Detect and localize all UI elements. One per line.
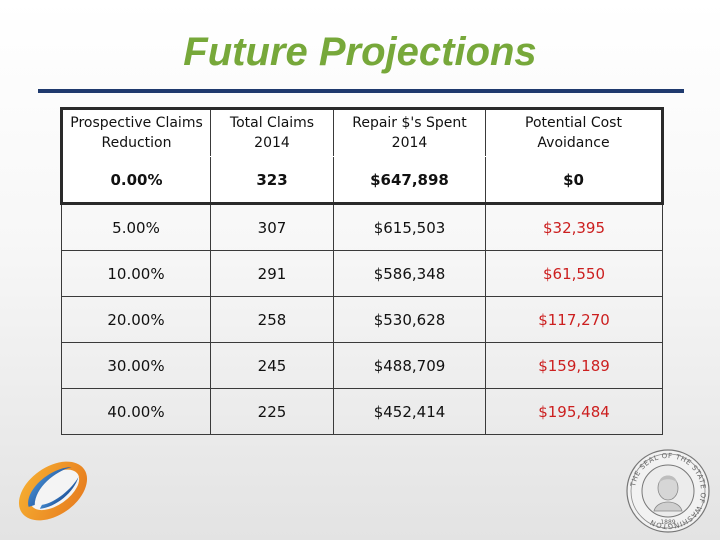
table-row: 10.00% 291 $586,348 $61,550 (61, 250, 663, 297)
cell-reduction: 0.00% (60, 156, 211, 205)
cell-repair-spent: $452,414 (333, 388, 486, 435)
cell-reduction: 40.00% (61, 388, 211, 435)
table-header-row: Prospective Claims Reduction Total Claim… (60, 107, 664, 157)
cell-repair-spent: $530,628 (333, 296, 486, 343)
cell-repair-spent: $647,898 (333, 156, 486, 205)
header-cost-avoidance: Potential Cost Avoidance (485, 107, 664, 157)
cell-total-claims: 258 (210, 296, 334, 343)
slide-title: Future Projections (183, 30, 537, 74)
state-seal-logo-icon: THE SEAL OF THE STATE OF WASHINGTON 1889 (626, 449, 710, 533)
table-row: 20.00% 258 $530,628 $117,270 (61, 296, 663, 343)
table-row: 30.00% 245 $488,709 $159,189 (61, 342, 663, 389)
cell-total-claims: 323 (210, 156, 334, 205)
cell-cost-avoidance: $195,484 (485, 388, 663, 435)
table-row: 40.00% 225 $452,414 $195,484 (61, 388, 663, 435)
cell-total-claims: 291 (210, 250, 334, 297)
cell-total-claims: 307 (210, 203, 334, 251)
title-underline (38, 89, 684, 93)
cell-cost-avoidance: $32,395 (485, 203, 663, 251)
cell-reduction: 10.00% (61, 250, 211, 297)
cell-reduction: 20.00% (61, 296, 211, 343)
cell-cost-avoidance: $117,270 (485, 296, 663, 343)
header-repair-spent: Repair $'s Spent 2014 (333, 107, 486, 157)
cell-repair-spent: $586,348 (333, 250, 486, 297)
cell-total-claims: 245 (210, 342, 334, 389)
cell-total-claims: 225 (210, 388, 334, 435)
cell-cost-avoidance: $159,189 (485, 342, 663, 389)
table-row-baseline: 0.00% 323 $647,898 $0 (60, 156, 664, 205)
seal-year: 1889 (660, 519, 675, 526)
cell-cost-avoidance: $0 (485, 156, 664, 205)
orange-blue-swoosh-logo-icon (18, 461, 88, 521)
header-total-claims: Total Claims 2014 (210, 107, 334, 157)
cell-repair-spent: $615,503 (333, 203, 486, 251)
cell-reduction: 30.00% (61, 342, 211, 389)
header-claims-reduction: Prospective Claims Reduction (60, 107, 211, 157)
projections-table: Prospective Claims Reduction Total Claim… (60, 107, 664, 435)
cell-reduction: 5.00% (61, 203, 211, 251)
cell-repair-spent: $488,709 (333, 342, 486, 389)
table-row: 5.00% 307 $615,503 $32,395 (61, 203, 663, 251)
cell-cost-avoidance: $61,550 (485, 250, 663, 297)
